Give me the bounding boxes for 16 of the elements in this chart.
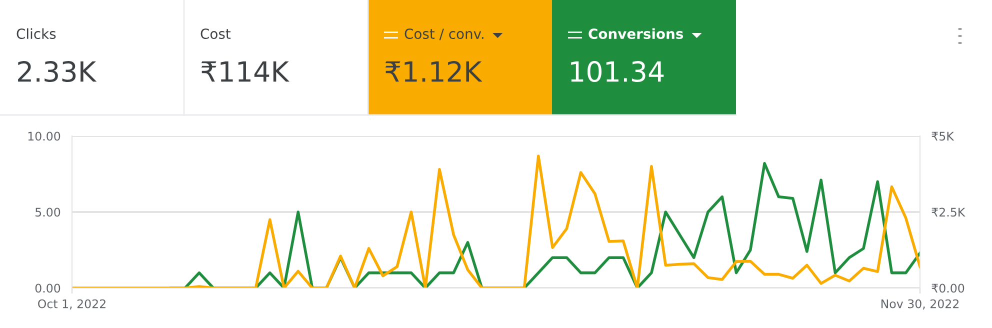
text: 101.34 — [571, 61, 664, 82]
x-tick-label: Nov 30, 2022 — [881, 299, 958, 310]
text: Clicks — [16, 28, 56, 40]
text: 2.33K — [18, 61, 97, 82]
x-tick-label: Oct 1, 2022 — [38, 299, 106, 310]
y-tick-label: 10.00 — [28, 132, 60, 141]
y2-tick-label: ₹5K — [932, 132, 954, 141]
text: ₹1.12K — [385, 61, 482, 82]
y-tick-label: 0.00 — [35, 284, 60, 293]
y2-tick-label: ₹2.5K — [932, 208, 966, 217]
legend-label: Cost / conv. — [404, 28, 484, 40]
legend-label: Conversions — [588, 28, 684, 40]
y-tick-label: 5.00 — [36, 208, 60, 217]
y2-tick-label: ₹0.00 — [932, 284, 964, 293]
text: Cost — [200, 28, 231, 40]
text: ₹114K — [201, 61, 290, 82]
